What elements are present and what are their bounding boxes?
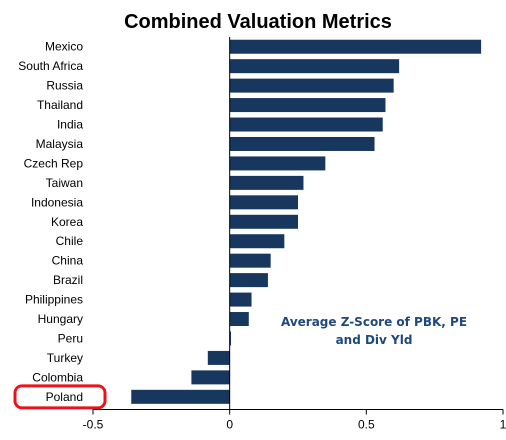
- highlight-box: [13, 384, 107, 410]
- annotation-line-1: Average Z-Score of PBK, PE: [281, 315, 467, 329]
- bar-taiwan: [229, 175, 304, 190]
- category-label: South Africa: [18, 59, 83, 73]
- bar-hungary: [229, 312, 249, 327]
- category-label: China: [52, 254, 84, 268]
- category-label: Hungary: [38, 312, 83, 326]
- bar-indonesia: [229, 195, 298, 210]
- x-tick-label: -0.5: [83, 418, 104, 432]
- category-label: Poland: [46, 390, 83, 404]
- bar-thailand: [229, 98, 386, 113]
- category-label: India: [57, 118, 83, 132]
- bar-turkey: [207, 350, 230, 365]
- bar-korea: [229, 214, 298, 229]
- bar-brazil: [229, 273, 268, 288]
- category-label: Turkey: [47, 351, 83, 365]
- bars-group: [131, 39, 482, 404]
- category-label: Czech Rep: [24, 156, 84, 170]
- x-tick-label: 0: [226, 418, 233, 432]
- category-label: Indonesia: [31, 195, 83, 209]
- category-labels-group: Mexico South Africa Russia Thailand India Mal…: [18, 40, 83, 404]
- category-label: Thailand: [37, 98, 83, 112]
- category-label: Brazil: [53, 273, 83, 287]
- bar-poland: [131, 389, 230, 404]
- category-label: Korea: [51, 215, 83, 229]
- bar-philippines: [229, 292, 252, 307]
- bar-mexico: [229, 39, 482, 54]
- bar-peru: [229, 331, 232, 346]
- category-label: Mexico: [45, 40, 83, 54]
- x-tick-label: 1: [500, 418, 506, 432]
- bar-czech-rep: [229, 156, 326, 171]
- category-label: Philippines: [25, 293, 83, 307]
- category-label: Peru: [58, 331, 83, 345]
- bar-colombia: [191, 370, 230, 385]
- category-label: Taiwan: [46, 176, 83, 190]
- bar-russia: [229, 78, 394, 93]
- x-ticks-group: -0.5 0 0.5 1: [83, 409, 506, 432]
- category-label: Chile: [56, 234, 84, 248]
- category-label: Colombia: [32, 370, 83, 384]
- category-label: Malaysia: [36, 137, 84, 151]
- x-tick-label: 0.5: [358, 418, 375, 432]
- bar-india: [229, 117, 383, 132]
- bar-malaysia: [229, 136, 375, 151]
- bar-china: [229, 253, 271, 268]
- category-label: Russia: [46, 79, 83, 93]
- bar-chile: [229, 234, 285, 249]
- chart-title: Combined Valuation Metrics: [124, 11, 392, 33]
- bar-south-africa: [229, 59, 400, 74]
- annotation-line-2: and Div Yld: [336, 333, 413, 347]
